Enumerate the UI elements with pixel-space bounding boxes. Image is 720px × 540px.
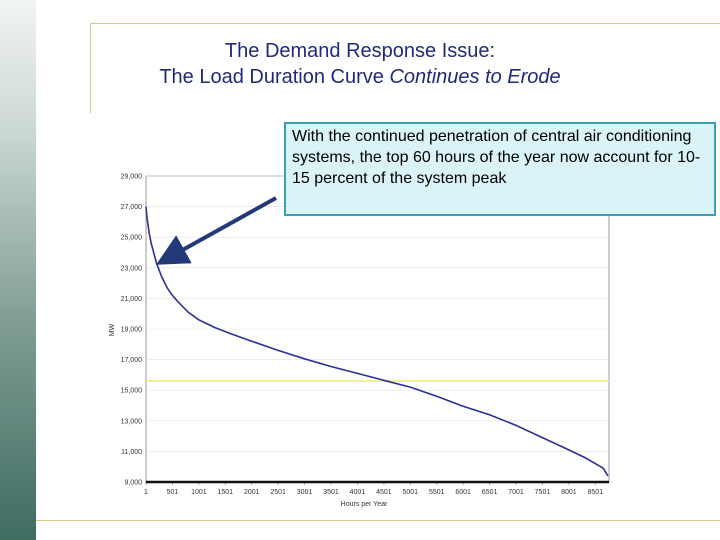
load-duration-curve <box>145 206 609 477</box>
top-rule <box>90 23 720 24</box>
x-tick-label: 5001 <box>403 489 419 496</box>
y-tick-label: 21,000 <box>121 296 143 303</box>
x-tick-label: 8001 <box>561 489 577 496</box>
x-tick-label: 7001 <box>508 489 524 496</box>
y-tick-label: 19,000 <box>121 327 143 334</box>
x-tick-label: 3001 <box>297 489 313 496</box>
x-tick-label: 2001 <box>244 489 260 496</box>
y-axis-label: MW <box>109 323 116 336</box>
x-tick-label: 1 <box>144 489 148 496</box>
title-line-2-emphasis: Continues to Erode <box>389 66 561 88</box>
x-tick-label: 6001 <box>455 489 471 496</box>
x-tick-label: 1001 <box>191 489 207 496</box>
x-axis-label: Hours per Year <box>341 501 388 508</box>
side-band <box>0 0 36 540</box>
y-tick-label: 17,000 <box>121 357 143 364</box>
y-tick-label: 25,000 <box>121 235 143 242</box>
title-line-2: The Load Duration Curve Continues to Ero… <box>60 66 660 89</box>
x-tick-label: 8501 <box>588 489 604 496</box>
x-tick-label: 3501 <box>323 489 339 496</box>
y-tick-label: 11,000 <box>121 449 142 456</box>
callout-box: With the continued penetration of centra… <box>284 122 716 216</box>
y-tick-label: 9,000 <box>124 480 142 487</box>
title-line-2-prefix: The Load Duration Curve <box>159 66 390 88</box>
y-tick-labels: 9,000 11,000 13,000 15,000 17,000 19,000 21,00… <box>121 174 143 487</box>
x-tick-label: 1501 <box>218 489 234 496</box>
x-tick-label: 5501 <box>429 489 445 496</box>
left-rule <box>90 23 91 113</box>
x-tick-label: 501 <box>167 489 179 496</box>
y-tick-label: 15,000 <box>121 388 143 395</box>
x-tick-label: 6501 <box>482 489 498 496</box>
x-tick-label: 2501 <box>270 489 286 496</box>
callout-text: With the continued penetration of centra… <box>292 128 701 187</box>
x-tick-label: 4501 <box>376 489 392 496</box>
x-tick-label: 7501 <box>535 489 551 496</box>
y-tick-label: 13,000 <box>121 418 143 425</box>
title-line-1: The Demand Response Issue: <box>224 40 496 62</box>
x-tick-labels: 1 501 1001 1501 2001 2501 3001 3501 4001 4501 5001… <box>144 482 603 496</box>
y-tick-label: 29,000 <box>121 174 143 181</box>
y-tick-label: 27,000 <box>121 204 143 211</box>
y-tick-label: 23,000 <box>121 265 143 272</box>
x-tick-label: 4001 <box>350 489 366 496</box>
bottom-rule <box>36 520 720 521</box>
